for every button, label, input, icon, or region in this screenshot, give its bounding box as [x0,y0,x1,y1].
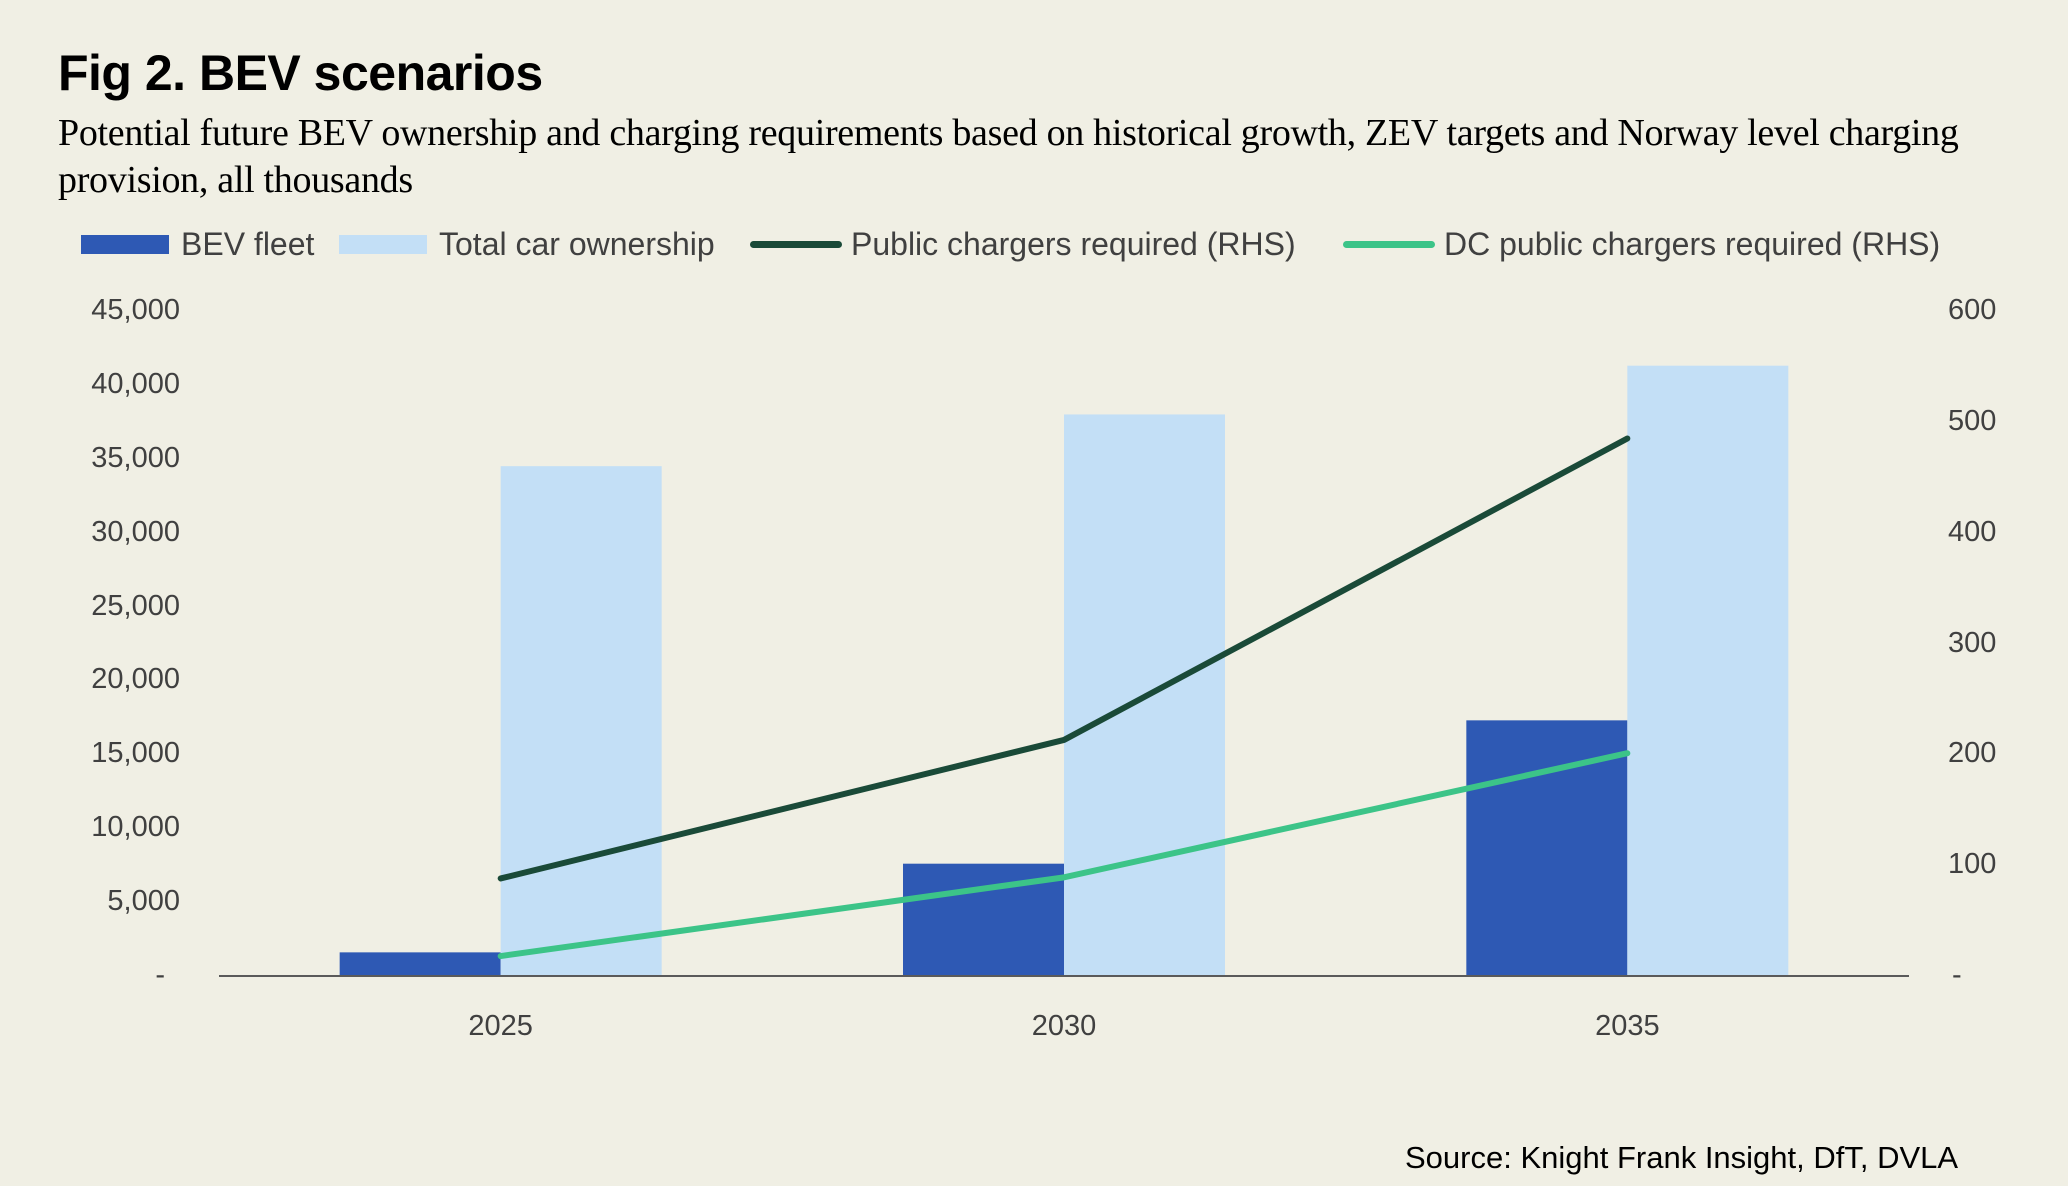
y-tick-label: 15,000 [91,737,180,770]
chart-subtitle: Potential future BEV ownership and charg… [58,112,1959,201]
lines-layer [497,435,1631,960]
bar-total-car-ownership-2035 [1627,365,1789,977]
legend-label: Public chargers required (RHS) [851,225,1296,262]
legend-item-dc-public-chargers-required-rhs: DC public chargers required (RHS) [1343,224,1940,264]
y-tick-label: 10,000 [91,811,180,844]
y2-tick-label: 200 [1948,737,1997,770]
legend-item-bev-fleet: BEV fleet [81,224,314,264]
legend-label: BEV fleet [181,225,315,262]
y2-tick-label: 500 [1948,404,1997,437]
x-tick-label: 2025 [468,1010,533,1042]
bar-bev-fleet-2035 [1466,720,1628,976]
y2-tick-label: 300 [1948,626,1997,659]
legend-swatch [339,234,427,254]
y-tick-label: 25,000 [91,589,180,622]
source-note: Source: Knight Frank Insight, DfT, DVLA [1405,1140,1959,1175]
bar-total-car-ownership-2025 [500,466,662,976]
legend-item-public-chargers-required-rhs: Public chargers required (RHS) [750,224,1296,264]
y2-tick-label: - [1952,959,1962,991]
legend-swatch [81,234,169,254]
y-tick-label: 40,000 [91,367,180,400]
y-tick-label: 5,000 [107,885,180,918]
chart-title: Fig 2. BEV scenarios [58,45,543,101]
x-tick-label: 2030 [1031,1010,1097,1042]
bar-bev-fleet-2025 [339,952,501,976]
legend-swatch [1343,240,1435,248]
legend-item-total-car-ownership: Total car ownership [339,224,715,264]
y-tick-label: 30,000 [91,515,180,548]
legend-swatch [750,240,842,248]
bars-layer [339,365,1789,977]
y2-tick-label: 400 [1948,515,1997,548]
y-tick-label: 35,000 [91,441,180,474]
x-tick-label: 2035 [1595,1010,1660,1042]
y-tick-label: - [155,959,165,991]
y2-tick-label: 100 [1948,848,1997,881]
legend-label: Total car ownership [439,225,715,262]
y-tick-label: 45,000 [91,294,180,326]
y2-tick-label: 600 [1948,294,1997,326]
legend-label: DC public chargers required (RHS) [1444,225,1941,262]
y-tick-label: 20,000 [91,663,180,696]
